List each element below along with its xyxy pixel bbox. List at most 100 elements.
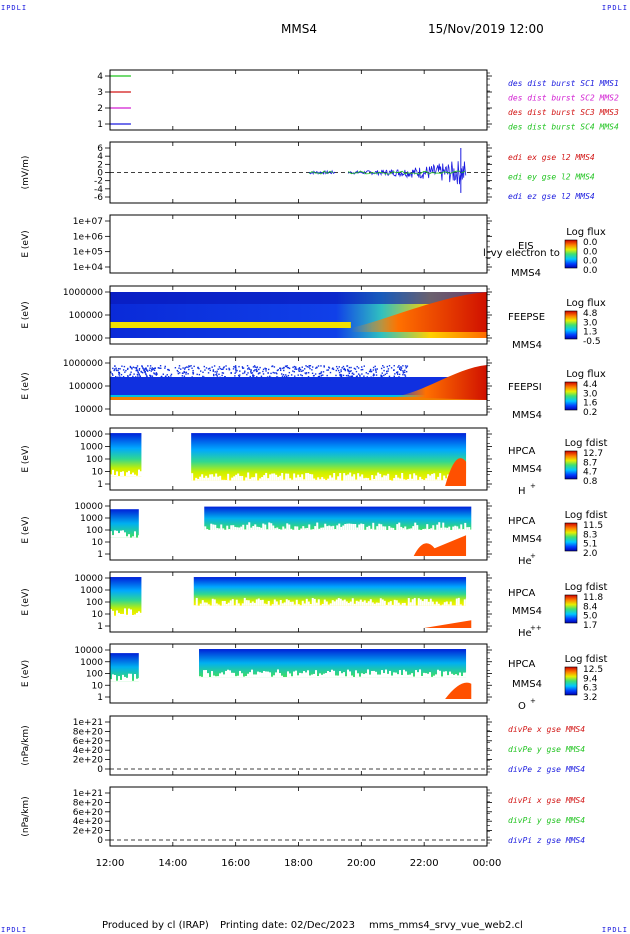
ragged-edge [138,469,140,477]
ytick-label: -6 [94,193,103,203]
speck [151,368,153,371]
ragged-edge [373,670,376,678]
speck [374,368,377,370]
speck [185,371,188,374]
panel-frame [109,643,488,704]
speck [235,368,237,370]
ragged-edge [245,477,248,481]
speck [344,368,346,371]
colorbar-tick: 0.0 [583,266,598,276]
speck [267,378,270,380]
ragged-edge [237,603,240,606]
speck [340,374,343,376]
ragged-edge [263,475,266,481]
speck [222,367,225,369]
speck [322,371,325,373]
ytick-label: 10 [92,468,104,478]
speck [369,370,372,372]
ytick-label: 10 [92,538,104,548]
ragged-edge [126,536,128,538]
colorbar-tick: 0.0 [583,247,598,257]
ragged-edge [459,604,462,606]
ragged-edge [402,528,405,530]
speck [349,370,351,373]
ragged-edge [278,528,281,530]
ragged-edge [457,675,460,678]
feepsi-spectrogram [110,377,487,397]
speck [375,369,377,372]
colorbar-frame [564,381,578,411]
speck [320,365,322,367]
speck [110,376,112,379]
colorbar-frame [564,522,578,552]
ragged-edge [419,476,422,481]
ytick-label: 100000 [69,311,104,321]
speck [293,371,296,373]
ragged-edge [266,529,269,530]
ragged-edge [395,474,398,481]
ragged-edge [387,673,390,678]
speck [348,370,350,373]
colorbar [565,523,577,551]
speck [345,374,348,377]
ragged-edge [275,672,278,678]
ragged-edge [215,473,218,481]
ragged-edge [360,523,363,530]
ragged-edge [307,670,310,678]
speck [404,369,406,372]
speck [332,368,335,371]
legend-entry: divPi y gse MMS4 [508,816,585,825]
speck [170,373,173,376]
speck [337,369,340,372]
speck [292,377,294,380]
speck [363,365,365,367]
speck [277,369,279,371]
speck [355,375,358,378]
ragged-edge [401,674,404,678]
ragged-edge [201,600,204,606]
speck [202,375,204,378]
speck [190,365,192,367]
speck [283,376,286,378]
speck [295,368,298,370]
speck [250,370,252,372]
speck [241,366,244,368]
ragged-edge [138,611,140,617]
ytick-label: 1e+07 [73,217,103,227]
ragged-edge [406,529,409,530]
ragged-edge [257,598,260,606]
speck [212,370,214,372]
speck [404,375,407,377]
speck [285,374,287,376]
speck [341,377,344,380]
ytick-label: 1000 [80,658,103,668]
speck [344,369,347,372]
ragged-edge [321,674,324,678]
ragged-edge [421,675,424,678]
speck [185,373,187,375]
speck [135,367,138,370]
ragged-edge [275,474,278,481]
speck [399,376,401,379]
speck [123,365,126,368]
speck [177,378,180,380]
speck [342,365,345,368]
speck [116,376,119,379]
speck [150,370,152,372]
speck [302,378,304,380]
speck [298,370,300,372]
speck [248,367,250,369]
speck [214,371,216,373]
panel-frame [109,356,488,416]
ytick-label: 1e+06 [73,232,104,242]
speck [142,367,144,370]
ragged-edge [277,604,280,606]
ragged-edge [297,604,300,606]
speck [279,369,282,372]
speck [326,374,328,377]
speck [129,373,132,375]
speck [340,370,342,373]
speck [213,374,215,377]
ragged-edge [387,473,390,481]
speck [323,366,325,368]
